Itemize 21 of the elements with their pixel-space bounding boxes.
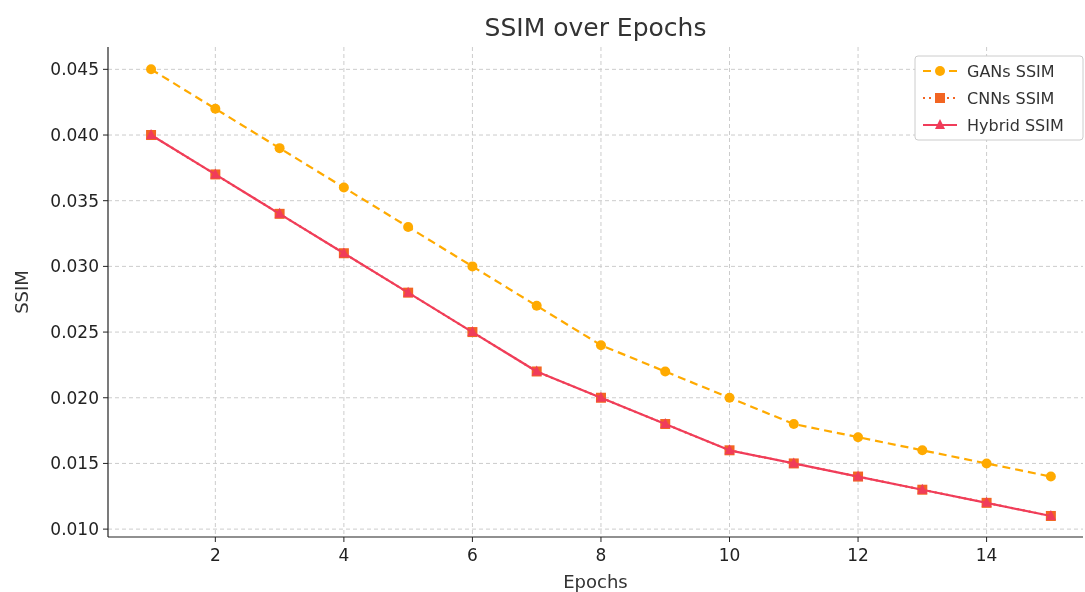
- legend-label: GANs SSIM: [967, 62, 1055, 81]
- y-tick-label: 0.030: [50, 256, 99, 277]
- x-tick-label: 4: [338, 545, 350, 565]
- x-tick-label: 12: [847, 545, 869, 565]
- y-tick-label: 0.010: [50, 519, 99, 540]
- y-tick-label: 0.045: [50, 59, 99, 80]
- x-tick-label: 14: [975, 545, 998, 565]
- x-tick-label: 6: [467, 545, 478, 565]
- x-tick-label: 8: [595, 545, 607, 565]
- y-tick-label: 0.035: [50, 190, 99, 211]
- x-axis-title: Epochs: [563, 571, 628, 592]
- y-tick-label: 0.020: [50, 387, 99, 408]
- y-tick-label: 0.025: [50, 322, 99, 343]
- chart-title: SSIM over Epochs: [484, 13, 707, 42]
- y-tick-label: 0.040: [50, 125, 99, 146]
- x-tick-label: 10: [718, 545, 741, 565]
- y-tick-label: 0.015: [50, 453, 99, 474]
- x-tick-label: 2: [209, 545, 221, 565]
- legend-label: CNNs SSIM: [967, 89, 1055, 108]
- y-axis-title: SSIM: [11, 270, 32, 314]
- legend-label: Hybrid SSIM: [967, 116, 1064, 135]
